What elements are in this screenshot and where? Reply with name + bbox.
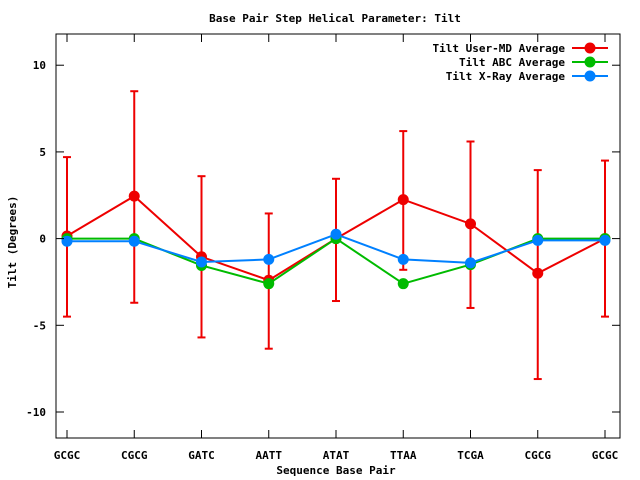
data-point: [128, 190, 140, 202]
x-tick-label: TCGA: [457, 449, 484, 462]
data-point: [196, 256, 207, 268]
legend-label: Tilt ABC Average: [459, 56, 565, 69]
data-point: [465, 257, 476, 269]
legend-entry-2: Tilt ABC Average: [459, 56, 608, 69]
x-tick-label: ATAT: [323, 449, 350, 462]
data-point: [465, 218, 476, 230]
x-tick-label: CGCG: [525, 449, 552, 462]
legend-entry-1: Tilt User-MD Average: [433, 42, 608, 55]
x-tick-label: GCGC: [592, 449, 619, 462]
data-point: [397, 253, 409, 265]
data-point: [128, 235, 140, 247]
x-tick-label: CGCG: [121, 449, 148, 462]
legend-label: Tilt X-Ray Average: [446, 70, 566, 83]
data-point: [599, 234, 611, 246]
y-tick-label: -5: [33, 319, 46, 332]
x-tick-label: AATT: [256, 449, 283, 462]
data-point: [61, 235, 73, 247]
x-tick-label: TTAA: [390, 449, 417, 462]
legend-swatch-marker: [584, 56, 596, 68]
x-tick-label: GCGC: [54, 449, 81, 462]
y-axis-title: Tilt (Degrees): [6, 196, 19, 289]
x-axis-title: Sequence Base Pair: [276, 464, 396, 477]
chart-title: Base Pair Step Helical Parameter: Tilt: [209, 12, 461, 25]
x-tick-label: GATC: [188, 449, 215, 462]
legend-label: Tilt User-MD Average: [433, 42, 566, 55]
data-point: [397, 194, 409, 206]
y-tick-label: 10: [33, 59, 46, 72]
y-tick-label: 5: [39, 146, 46, 159]
y-tick-label: -10: [26, 406, 46, 419]
data-point: [330, 228, 342, 240]
plot-frame: [55, 33, 621, 439]
legend-entry-3: Tilt X-Ray Average: [446, 70, 608, 83]
data-point: [532, 267, 544, 279]
legend-swatch-marker: [584, 70, 596, 82]
data-point: [532, 234, 544, 246]
plot-area: [61, 90, 611, 381]
axes: -10 -5 0 5 10 GCGC CGCG GATC AATT ATAT TTAA TCGA CGC…: [26, 33, 621, 462]
series-3: [61, 228, 611, 269]
legend-swatch-marker: [584, 42, 596, 54]
y-tick-label: 0: [39, 233, 46, 246]
data-point: [263, 278, 275, 290]
data-point: [397, 278, 409, 290]
data-point: [263, 253, 275, 265]
